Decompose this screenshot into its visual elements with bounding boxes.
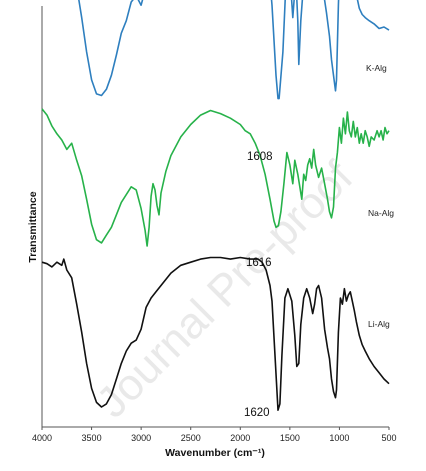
series-name-label: K-Alg xyxy=(366,63,387,73)
series-name-label: Na-Alg xyxy=(368,208,394,218)
series-line-k-alg xyxy=(78,0,390,100)
watermark: Journal Pre-proof xyxy=(87,152,363,428)
peak-label: 1616 xyxy=(246,257,272,269)
series-line-na-alg xyxy=(41,108,390,247)
series-line-li-alg xyxy=(41,256,390,412)
x-axis-ticks: 4000 3500 3000 2500 2000 1500 1000 500 xyxy=(32,427,397,443)
series-lines xyxy=(41,0,390,412)
watermark-text: Journal Pre-proof xyxy=(87,152,363,428)
x-tick-label: 2500 xyxy=(181,433,201,443)
x-tick-label: 500 xyxy=(381,433,396,443)
x-tick-label: 2000 xyxy=(230,433,250,443)
x-tick-label: 3500 xyxy=(82,433,102,443)
x-tick-label: 4000 xyxy=(32,433,52,443)
x-axis-title: Wavenumber (cm⁻¹) xyxy=(165,447,265,459)
x-tick-label: 1000 xyxy=(329,433,349,443)
y-axis-title: Transmittance xyxy=(27,191,39,262)
peak-label: 1620 xyxy=(244,407,270,419)
peak-label: 1608 xyxy=(247,151,273,163)
series-labels: K-Alg 1608 Na-Alg 1616 Li-Alg 1620 xyxy=(244,63,394,419)
series-name-label: Li-Alg xyxy=(368,319,390,329)
x-tick-label: 3000 xyxy=(131,433,151,443)
x-tick-label: 1500 xyxy=(280,433,300,443)
